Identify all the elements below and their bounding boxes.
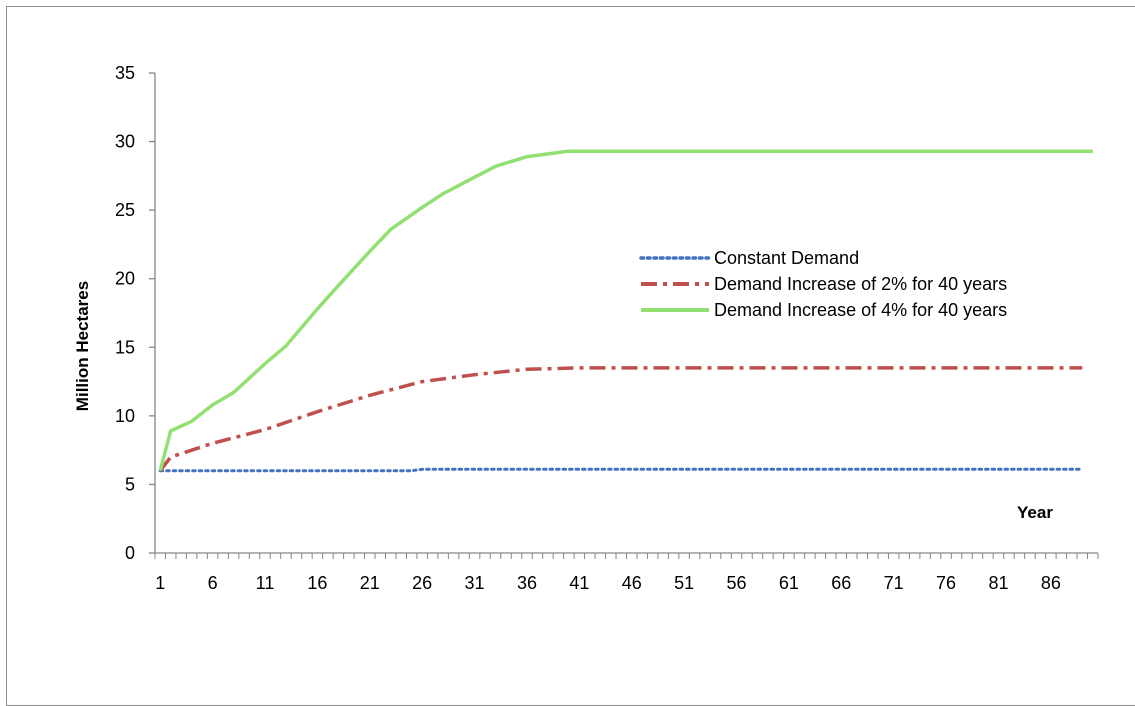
x-tick-label: 16	[307, 573, 327, 593]
series-line-1	[158, 467, 1084, 473]
legend-label-3: Demand Increase of 4% for 40 years	[714, 300, 1007, 320]
legend: Constant Demand Demand Increase of 2% for…	[639, 248, 1007, 320]
x-tick-label: 11	[256, 573, 275, 593]
y-tick-label: 10	[115, 406, 135, 426]
x-tick-label: 31	[465, 573, 485, 593]
x-tick-label: 21	[360, 573, 380, 593]
x-tick-label: 51	[674, 573, 694, 593]
x-tick-label: 56	[727, 573, 747, 593]
y-tick-label: 20	[115, 269, 135, 289]
x-tick-label: 71	[884, 573, 904, 593]
x-tick-label: 46	[622, 573, 642, 593]
legend-label-2: Demand Increase of 2% for 40 years	[714, 274, 1007, 294]
x-axis-ticks: 1 6 11 16 21 26 31 36 41 46 51 56 61 66 71 76 81 86	[154, 553, 1099, 593]
y-tick-label: 0	[125, 543, 135, 563]
x-axis-title: Year	[1017, 503, 1053, 522]
x-tick-label: 61	[779, 573, 799, 593]
y-axis-title: Million Hectares	[73, 281, 92, 411]
y-tick-label: 15	[115, 337, 135, 357]
x-tick-label: 86	[1041, 573, 1061, 593]
x-tick-label: 41	[569, 573, 589, 593]
y-axis-ticks: 0 5 10 15 20 25 30 35	[115, 63, 155, 563]
x-tick-label: 6	[208, 573, 218, 593]
x-tick-label: 36	[517, 573, 537, 593]
y-tick-label: 30	[115, 132, 135, 152]
y-tick-label: 5	[125, 474, 135, 494]
x-tick-label: 1	[155, 573, 165, 593]
x-tick-label: 76	[936, 573, 956, 593]
series-lines	[158, 149, 1093, 473]
series-line-2	[158, 366, 1083, 472]
legend-label-1: Constant Demand	[714, 248, 859, 268]
x-tick-label: 81	[988, 573, 1008, 593]
x-tick-label: 66	[831, 573, 851, 593]
y-tick-label: 35	[115, 63, 135, 83]
series-line-3	[158, 149, 1093, 472]
y-tick-label: 25	[115, 200, 135, 220]
x-tick-label: 26	[412, 573, 432, 593]
